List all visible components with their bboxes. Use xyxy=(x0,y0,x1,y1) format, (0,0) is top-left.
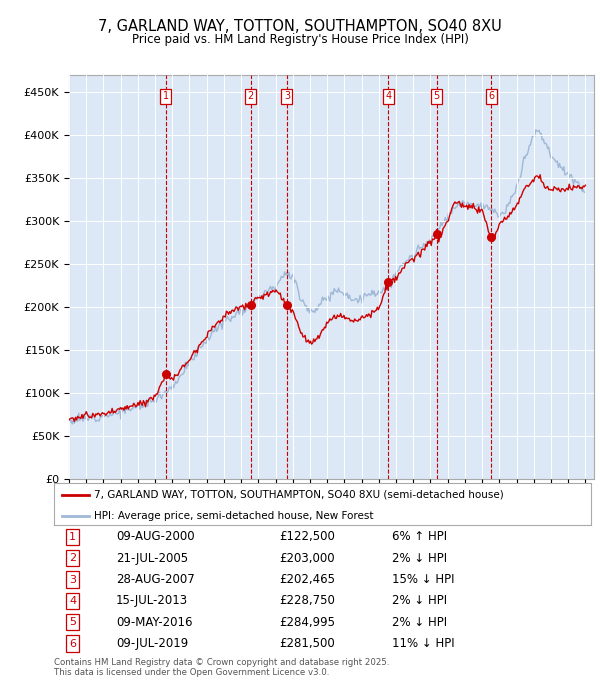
Text: 4: 4 xyxy=(69,596,76,606)
Text: 09-JUL-2019: 09-JUL-2019 xyxy=(116,637,188,650)
Text: 5: 5 xyxy=(69,617,76,627)
Text: 2% ↓ HPI: 2% ↓ HPI xyxy=(392,615,448,629)
Text: 2% ↓ HPI: 2% ↓ HPI xyxy=(392,551,448,565)
Text: HPI: Average price, semi-detached house, New Forest: HPI: Average price, semi-detached house,… xyxy=(94,511,374,521)
Text: £281,500: £281,500 xyxy=(280,637,335,650)
Text: Price paid vs. HM Land Registry's House Price Index (HPI): Price paid vs. HM Land Registry's House … xyxy=(131,33,469,46)
Text: £228,750: £228,750 xyxy=(280,594,335,607)
Text: 3: 3 xyxy=(69,575,76,585)
Text: £203,000: £203,000 xyxy=(280,551,335,565)
Text: £202,465: £202,465 xyxy=(280,573,335,586)
Text: 1: 1 xyxy=(69,532,76,542)
Text: 2: 2 xyxy=(247,91,254,101)
Text: 11% ↓ HPI: 11% ↓ HPI xyxy=(392,637,455,650)
Text: 09-MAY-2016: 09-MAY-2016 xyxy=(116,615,192,629)
Text: 2: 2 xyxy=(69,554,76,563)
Text: 21-JUL-2005: 21-JUL-2005 xyxy=(116,551,188,565)
Text: 09-AUG-2000: 09-AUG-2000 xyxy=(116,530,194,543)
Text: 6% ↑ HPI: 6% ↑ HPI xyxy=(392,530,448,543)
Text: 4: 4 xyxy=(385,91,391,101)
Text: 15% ↓ HPI: 15% ↓ HPI xyxy=(392,573,455,586)
Text: 1: 1 xyxy=(163,91,169,101)
Text: 7, GARLAND WAY, TOTTON, SOUTHAMPTON, SO40 8XU (semi-detached house): 7, GARLAND WAY, TOTTON, SOUTHAMPTON, SO4… xyxy=(94,490,504,500)
Text: 2% ↓ HPI: 2% ↓ HPI xyxy=(392,594,448,607)
Text: Contains HM Land Registry data © Crown copyright and database right 2025.
This d: Contains HM Land Registry data © Crown c… xyxy=(54,658,389,677)
Text: 3: 3 xyxy=(284,91,290,101)
Text: 7, GARLAND WAY, TOTTON, SOUTHAMPTON, SO40 8XU: 7, GARLAND WAY, TOTTON, SOUTHAMPTON, SO4… xyxy=(98,19,502,34)
Text: 5: 5 xyxy=(434,91,440,101)
Text: 6: 6 xyxy=(488,91,494,101)
Text: £122,500: £122,500 xyxy=(280,530,335,543)
Text: 6: 6 xyxy=(69,639,76,649)
Text: 28-AUG-2007: 28-AUG-2007 xyxy=(116,573,194,586)
Text: £284,995: £284,995 xyxy=(280,615,335,629)
Text: 15-JUL-2013: 15-JUL-2013 xyxy=(116,594,188,607)
